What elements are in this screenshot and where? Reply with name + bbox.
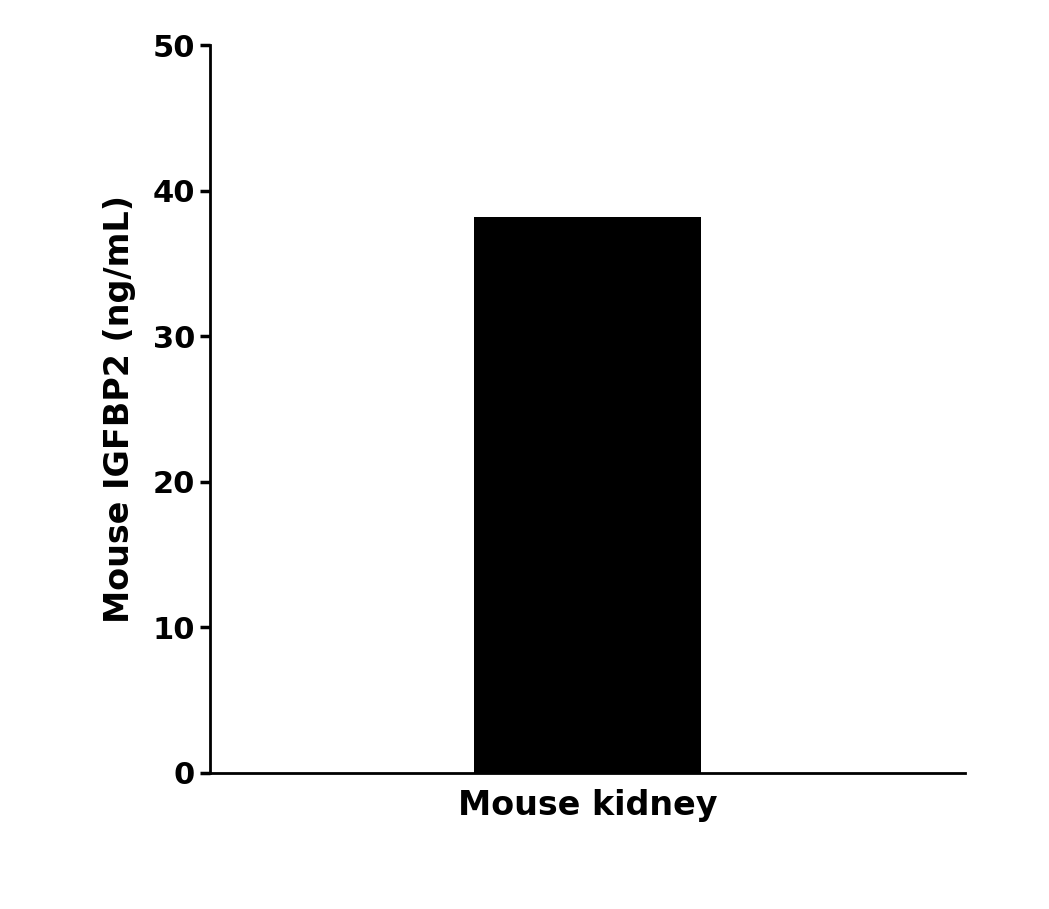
Y-axis label: Mouse IGFBP2 (ng/mL): Mouse IGFBP2 (ng/mL) (103, 195, 136, 623)
Bar (474, 217, 701, 773)
